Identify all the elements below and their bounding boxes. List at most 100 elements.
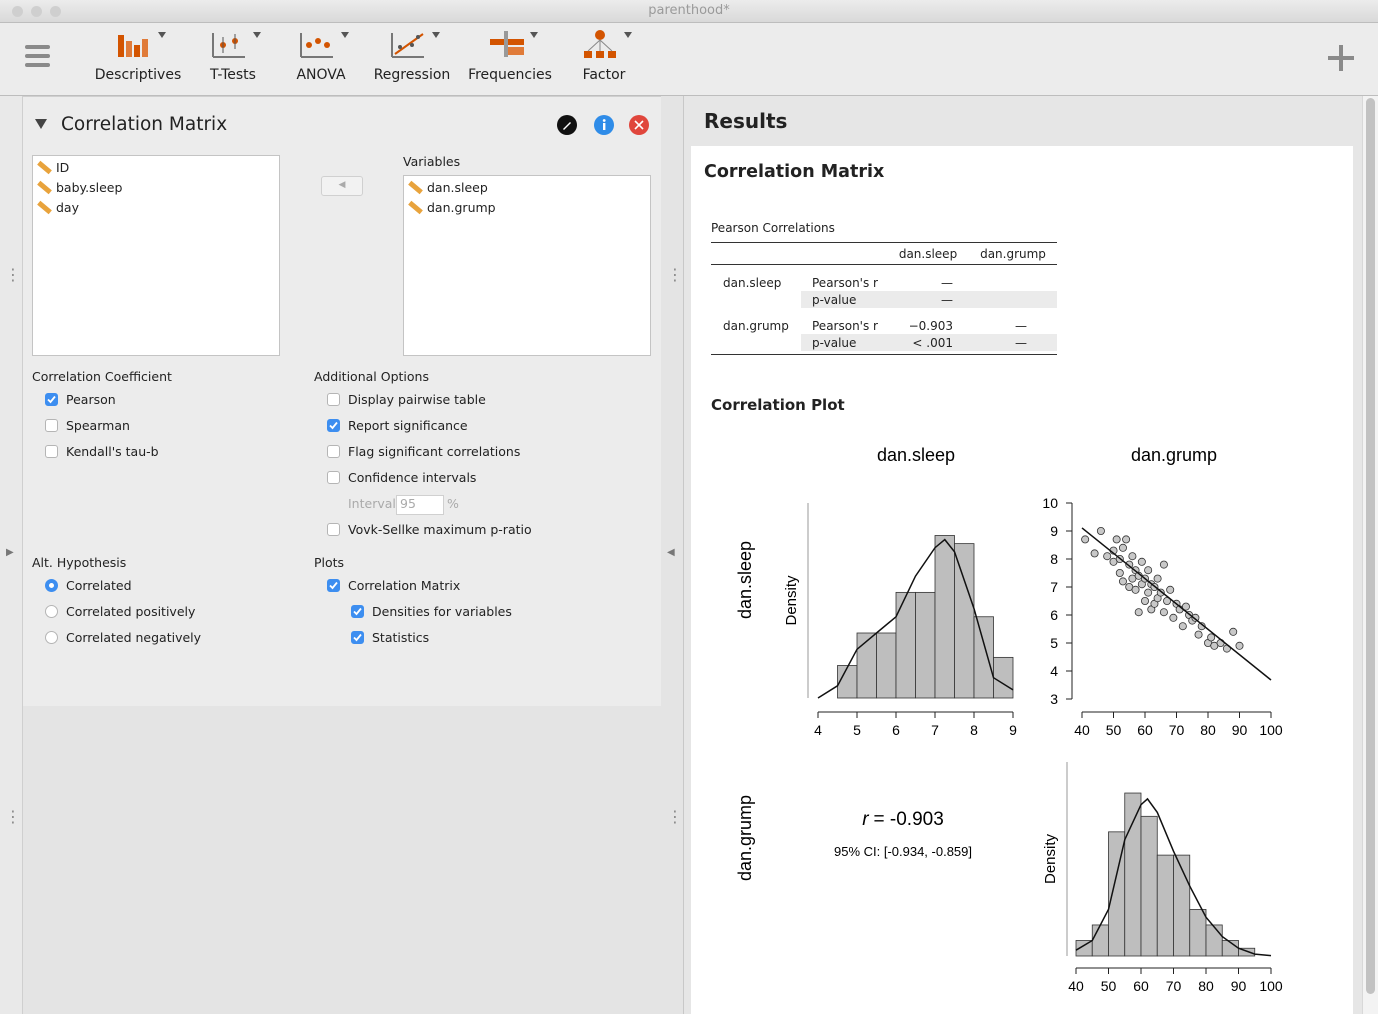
toolbar-button[interactable]: Factor (582, 67, 626, 83)
checkbox[interactable] (327, 523, 340, 536)
correlation-plot: dan.sleep dan.grump dan.sleep dan.grump r = -… (735, 445, 1283, 994)
toolbar-button[interactable]: Regression (373, 67, 451, 83)
variable-item[interactable]: ID (56, 160, 70, 175)
toolbar-icon[interactable] (116, 29, 166, 61)
row-statistic: p-value (812, 293, 857, 307)
toolbar-button[interactable]: Descriptives (94, 67, 182, 83)
variable-item[interactable]: baby.sleep (56, 180, 123, 195)
checkbox[interactable] (327, 579, 340, 592)
row-label: dan.grump (735, 795, 755, 881)
column-header: dan.sleep (898, 247, 958, 261)
expand-arrow[interactable]: ▶ (6, 547, 14, 558)
x-tick-label: 5 (853, 722, 861, 738)
checkbox[interactable] (351, 631, 364, 644)
assign-button[interactable]: ◀ (321, 176, 363, 196)
toolbar-icon[interactable] (582, 29, 632, 61)
option-label: Correlation Matrix (348, 578, 461, 593)
y-tick-label: 7 (1050, 579, 1058, 595)
scrollbar[interactable] (1362, 96, 1378, 1014)
histogram-bar (895, 591, 916, 699)
table-cell: — (941, 293, 953, 307)
splitter[interactable] (661, 96, 684, 1014)
scatter-point (1169, 613, 1178, 622)
y-axis-label: Density (1042, 833, 1059, 884)
radio-button[interactable] (45, 631, 58, 644)
close-dot[interactable] (12, 6, 23, 17)
scatter-point (1178, 622, 1187, 631)
assigned-variables-box[interactable] (403, 175, 651, 356)
variable-item[interactable]: dan.grump (427, 200, 496, 215)
scatter-point (1207, 633, 1216, 642)
option-label: Correlated negatively (66, 630, 202, 645)
toolbar-button[interactable]: Frequencies (468, 67, 552, 83)
correlation-stat: r = -0.903 (862, 809, 944, 830)
checkbox[interactable] (45, 419, 58, 432)
x-tick-label: 100 (1259, 978, 1283, 994)
add-module-button[interactable] (1326, 45, 1356, 73)
checkbox[interactable] (327, 471, 340, 484)
toolbar-button[interactable]: T-Tests (210, 67, 256, 83)
radio-button[interactable] (45, 605, 58, 618)
y-axis-label: Density (783, 575, 800, 626)
x-tick-label: 80 (1198, 978, 1214, 994)
zoom-dot[interactable] (50, 6, 61, 17)
checkbox[interactable] (327, 445, 340, 458)
menu-button[interactable] (22, 40, 54, 72)
scatter-point (1096, 527, 1105, 536)
minimize-dot[interactable] (31, 6, 42, 17)
collapse-arrow[interactable] (34, 118, 48, 130)
row-variable: dan.sleep (723, 276, 782, 290)
toolbar-icon[interactable] (299, 29, 349, 61)
scatter-point (1103, 552, 1112, 561)
table-rule (711, 354, 1057, 355)
x-tick-label: 90 (1232, 722, 1248, 738)
histogram-bar (1124, 792, 1142, 957)
histogram-bar (934, 535, 955, 699)
y-tick-label: 8 (1050, 551, 1058, 567)
collapse-arrow[interactable]: ◀ (667, 547, 675, 558)
toolbar-icon[interactable] (488, 29, 538, 61)
scatter-point (1081, 535, 1090, 544)
histogram-bar (1091, 924, 1109, 957)
y-tick-label: 9 (1050, 523, 1058, 539)
interval-unit: % (447, 496, 459, 511)
checkbox[interactable] (327, 419, 340, 432)
variable-item[interactable]: day (56, 200, 79, 215)
option-label: Report significance (348, 418, 468, 433)
x-tick-label: 40 (1074, 722, 1090, 738)
histogram-bar (915, 591, 936, 699)
available-variables-box[interactable] (32, 155, 280, 356)
radio-button[interactable] (45, 579, 58, 592)
histogram-bar (1205, 924, 1223, 957)
table-cell: — (1015, 336, 1027, 350)
scatter-point (1216, 639, 1225, 648)
confidence-interval: 95% CI: [-0.934, -0.859] (834, 844, 972, 859)
checkbox[interactable] (45, 445, 58, 458)
x-tick-label: 70 (1169, 722, 1185, 738)
r-symbol: r (862, 809, 869, 830)
variable-item[interactable]: dan.sleep (427, 180, 488, 195)
interval-input[interactable] (396, 495, 444, 515)
option-label: Kendall's tau-b (66, 444, 159, 459)
r-value: = -0.903 (874, 809, 944, 830)
toolbar-button[interactable]: ANOVA (296, 67, 346, 83)
scatter-point (1112, 535, 1121, 544)
title-bar (0, 0, 1378, 23)
x-tick-label: 50 (1106, 722, 1122, 738)
scatter-point (1144, 566, 1153, 575)
grip: ⋮ (667, 265, 683, 284)
x-tick-label: 60 (1133, 978, 1149, 994)
group-title: Correlation Coefficient (32, 369, 172, 384)
checkbox[interactable] (327, 393, 340, 406)
y-tick-label: 4 (1050, 663, 1058, 679)
toolbar-icon[interactable] (211, 29, 261, 61)
x-tick-label: 50 (1101, 978, 1117, 994)
checkbox[interactable] (45, 393, 58, 406)
option-label: Correlated (66, 578, 132, 593)
scatter-point (1229, 627, 1238, 636)
interval-value: 95 (400, 496, 416, 511)
toolbar-icon[interactable] (390, 29, 440, 61)
scatter-point (1125, 560, 1134, 569)
checkbox[interactable] (351, 605, 364, 618)
x-tick-label: 9 (1009, 722, 1017, 738)
